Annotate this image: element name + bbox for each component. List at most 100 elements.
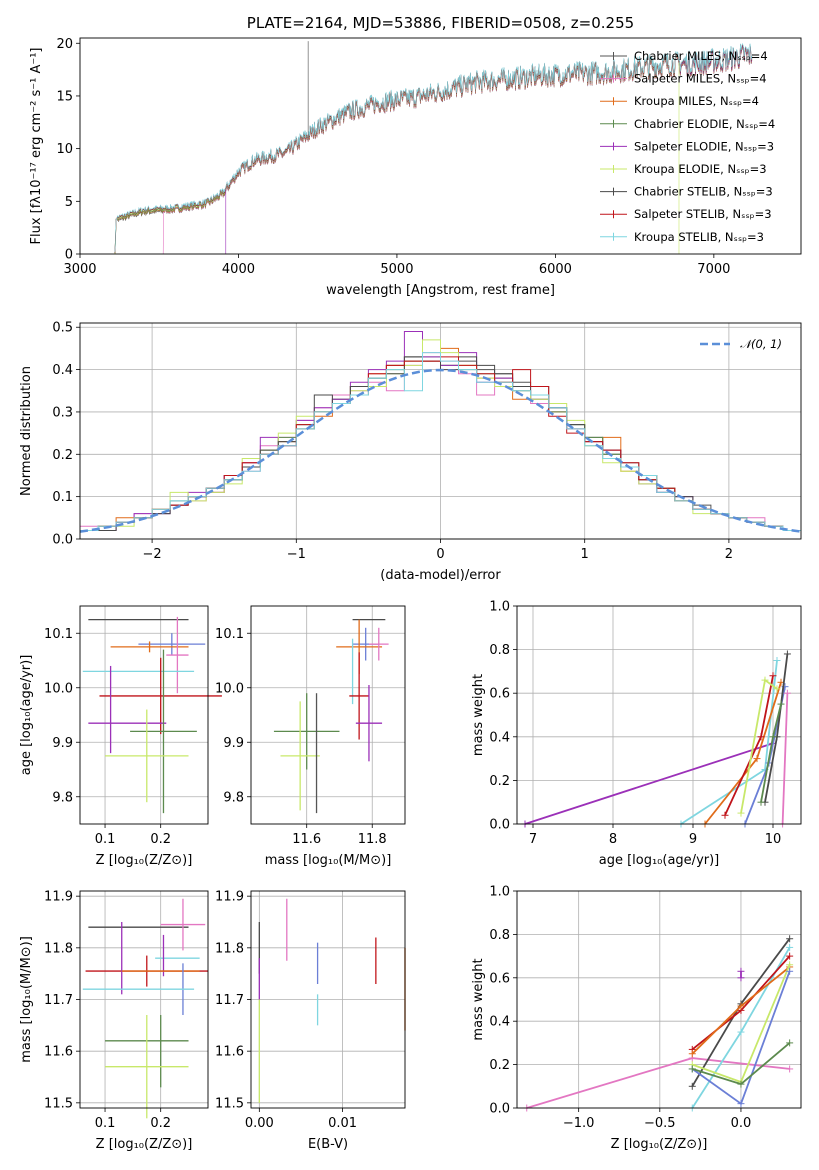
legend-label: Chabrier STELIB, Nₛₛₚ=3	[634, 185, 773, 199]
y-axis-label: mass [log₁₀(M/M⊙)]	[19, 936, 34, 1063]
legend-label: Chabrier MILES, Nₛₛₚ=4	[634, 49, 768, 63]
x-tick-label: −0.5	[644, 1116, 676, 1131]
y-tick-label: 0.0	[489, 1102, 510, 1117]
x-tick-label: 0.2	[150, 1116, 171, 1131]
x-tick-label: 2	[725, 547, 733, 562]
plot-frame	[250, 605, 406, 825]
x-axis-label: Z [log₁₀(Z/Z⊙)]	[611, 1137, 708, 1152]
x-axis-label: wavelength [Angstrom, rest frame]	[326, 283, 555, 298]
x-tick-label: −2	[143, 547, 162, 562]
x-tick-label: 1	[581, 547, 589, 562]
y-tick-label: 10.0	[44, 681, 73, 696]
x-tick-label: 0.00	[245, 1116, 274, 1131]
y-tick-label: 9.8	[223, 790, 244, 805]
panel-3	[247, 606, 405, 828]
y-tick-label: 0.0	[489, 818, 510, 833]
weight-line	[781, 693, 789, 825]
x-tick-label: 0.2	[150, 832, 171, 847]
y-tick-label: 10.1	[44, 627, 73, 642]
plot-frame	[79, 605, 209, 825]
panel-0	[76, 42, 715, 258]
x-tick-label: 0.1	[95, 832, 116, 847]
spectrum-line	[114, 42, 753, 252]
x-axis-label: age [log₁₀(age/yr)]	[599, 853, 720, 868]
x-axis-label: (data-model)/error	[380, 568, 501, 583]
gaussian-curve	[79, 368, 802, 533]
y-tick-label: 11.7	[44, 993, 73, 1008]
y-tick-label: 1.0	[489, 600, 510, 615]
x-tick-label: 6000	[539, 262, 572, 277]
y-tick-label: 5	[65, 195, 73, 210]
legend-label: 𝒩(0, 1)	[740, 337, 782, 351]
x-axis-label: mass [log₁₀(M/M⊙)]	[265, 853, 392, 868]
x-tick-label: 0.0	[731, 1116, 752, 1131]
x-tick-label: 5000	[380, 262, 413, 277]
x-tick-label: 7000	[697, 262, 730, 277]
legend-label: Chabrier ELODIE, Nₛₛₚ=4	[634, 117, 775, 131]
panel-1	[76, 323, 801, 543]
plot-frame	[79, 322, 802, 540]
y-tick-label: 9.9	[223, 736, 244, 751]
y-tick-label: 0.8	[489, 643, 510, 658]
y-tick-label: 0.4	[52, 363, 73, 378]
y-tick-label: 0.4	[489, 730, 510, 745]
weight-line	[524, 742, 774, 825]
y-tick-label: 11.8	[215, 941, 244, 956]
y-tick-label: 0.0	[52, 533, 73, 548]
y-tick-label: 11.5	[215, 1096, 244, 1111]
y-tick-label: 9.9	[52, 736, 73, 751]
x-axis-label: Z [log₁₀(Z/Z⊙)]	[96, 853, 193, 868]
y-axis-label: mass weight	[471, 958, 486, 1040]
legend-label: Salpeter STELIB, Nₛₛₚ=3	[634, 207, 772, 221]
legend-label: Kroupa MILES, Nₛₛₚ=4	[634, 94, 759, 108]
x-tick-label: 8	[609, 832, 617, 847]
y-tick-label: 11.9	[44, 890, 73, 905]
y-tick-label: 0.8	[489, 928, 510, 943]
panel-6	[247, 891, 405, 1112]
y-tick-label: 0.2	[489, 1058, 510, 1073]
legend-label: Kroupa STELIB, Nₛₛₚ=3	[634, 230, 764, 244]
y-axis-label: Normed distribution	[19, 366, 34, 496]
y-tick-label: 0.6	[489, 687, 510, 702]
x-tick-label: 11.6	[292, 832, 321, 847]
y-tick-label: 0.3	[52, 405, 73, 420]
x-tick-label: −1.0	[563, 1116, 595, 1131]
y-tick-label: 10.1	[215, 627, 244, 642]
x-axis-label: E(B-V)	[308, 1137, 348, 1152]
plot-frame	[79, 37, 802, 255]
y-tick-label: 11.7	[215, 993, 244, 1008]
y-tick-label: 0.2	[52, 448, 73, 463]
y-tick-label: 11.6	[44, 1045, 73, 1060]
plot-frame	[516, 605, 802, 825]
y-tick-label: 0.1	[52, 490, 73, 505]
y-tick-label: 11.8	[44, 941, 73, 956]
legend-label: Salpeter MILES, Nₛₛₚ=4	[634, 72, 767, 86]
x-tick-label: 10	[765, 832, 782, 847]
y-tick-label: 1.0	[489, 885, 510, 900]
y-tick-label: 11.9	[215, 890, 244, 905]
y-tick-label: 15	[56, 89, 73, 104]
plot-frame	[250, 890, 406, 1109]
x-tick-label: 0.1	[95, 1116, 116, 1131]
y-tick-label: 0	[65, 248, 73, 263]
y-axis-label: age [log₁₀(age/yr)]	[19, 655, 34, 776]
legend-label: Kroupa ELODIE, Nₛₛₚ=3	[634, 162, 767, 176]
y-tick-label: 9.8	[52, 790, 73, 805]
x-tick-label: 9	[689, 832, 697, 847]
chart-title: PLATE=2164, MJD=53886, FIBERID=0508, z=0…	[247, 14, 634, 32]
plot-frame	[516, 890, 802, 1109]
x-tick-label: 3000	[63, 262, 96, 277]
x-axis-label: Z [log₁₀(Z/Z⊙)]	[96, 1137, 193, 1152]
weight-line	[526, 1057, 790, 1109]
y-tick-label: 0.5	[52, 321, 73, 336]
y-tick-label: 0.4	[489, 1015, 510, 1030]
y-tick-label: 0.6	[489, 971, 510, 986]
spectrum-line	[114, 52, 680, 254]
y-axis-label: mass weight	[471, 674, 486, 756]
panel-2	[76, 606, 208, 828]
y-axis-label: Flux [fλ10⁻¹⁷ erg cm⁻² s⁻¹ A⁻¹]	[29, 48, 44, 245]
x-tick-label: 0.01	[328, 1116, 357, 1131]
x-tick-label: 0	[436, 547, 444, 562]
legend-label: Salpeter ELODIE, Nₛₛₚ=3	[634, 139, 774, 153]
histogram-series	[80, 352, 801, 531]
